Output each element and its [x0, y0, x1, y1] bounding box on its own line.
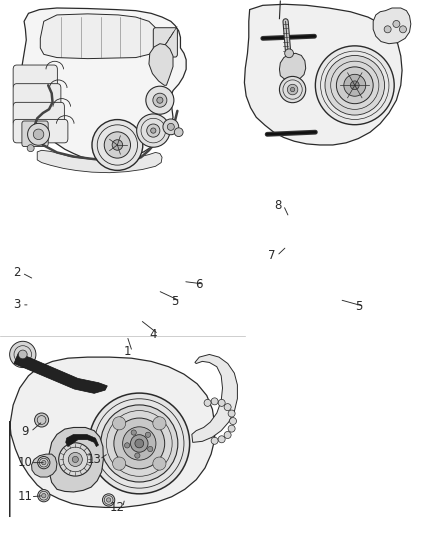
- Ellipse shape: [393, 20, 400, 28]
- Polygon shape: [37, 150, 162, 173]
- Text: 10: 10: [18, 456, 33, 469]
- Text: 5: 5: [356, 300, 363, 313]
- Ellipse shape: [124, 443, 130, 448]
- Text: 11: 11: [18, 490, 33, 503]
- FancyBboxPatch shape: [13, 65, 57, 90]
- FancyBboxPatch shape: [22, 121, 48, 147]
- Ellipse shape: [290, 87, 295, 92]
- Polygon shape: [244, 4, 402, 145]
- Ellipse shape: [135, 439, 144, 448]
- Ellipse shape: [145, 432, 151, 438]
- Ellipse shape: [287, 84, 298, 95]
- Text: 12: 12: [110, 501, 125, 514]
- Ellipse shape: [38, 456, 50, 469]
- Ellipse shape: [279, 76, 306, 103]
- Ellipse shape: [113, 457, 126, 470]
- Polygon shape: [192, 354, 237, 442]
- Ellipse shape: [325, 55, 385, 115]
- Ellipse shape: [147, 124, 160, 137]
- Ellipse shape: [153, 93, 167, 107]
- Polygon shape: [279, 53, 306, 81]
- Ellipse shape: [27, 144, 34, 152]
- Ellipse shape: [38, 489, 50, 502]
- Ellipse shape: [131, 430, 136, 435]
- Ellipse shape: [399, 26, 406, 33]
- Ellipse shape: [42, 461, 46, 465]
- Ellipse shape: [350, 81, 359, 90]
- Ellipse shape: [59, 443, 92, 476]
- Ellipse shape: [151, 128, 156, 133]
- Ellipse shape: [106, 498, 111, 502]
- Ellipse shape: [33, 129, 44, 140]
- FancyBboxPatch shape: [13, 119, 68, 143]
- Ellipse shape: [42, 494, 46, 498]
- Ellipse shape: [28, 123, 49, 146]
- FancyBboxPatch shape: [153, 28, 177, 57]
- Ellipse shape: [384, 26, 391, 33]
- Ellipse shape: [228, 410, 235, 417]
- Polygon shape: [66, 434, 99, 447]
- Text: 4: 4: [149, 328, 157, 341]
- Polygon shape: [21, 8, 186, 160]
- Ellipse shape: [230, 417, 237, 425]
- Ellipse shape: [218, 399, 225, 406]
- Ellipse shape: [224, 432, 231, 439]
- Ellipse shape: [112, 140, 123, 150]
- Ellipse shape: [18, 350, 27, 359]
- Ellipse shape: [167, 123, 174, 131]
- Ellipse shape: [153, 457, 166, 470]
- Text: 2: 2: [13, 266, 21, 279]
- Text: 6: 6: [195, 278, 203, 290]
- Ellipse shape: [174, 128, 183, 136]
- Text: 5: 5: [172, 295, 179, 308]
- Ellipse shape: [123, 427, 156, 460]
- Polygon shape: [10, 357, 215, 517]
- Polygon shape: [40, 14, 158, 59]
- Polygon shape: [149, 44, 173, 85]
- Polygon shape: [49, 427, 103, 492]
- Ellipse shape: [113, 417, 126, 430]
- Polygon shape: [373, 8, 411, 44]
- Text: 3: 3: [13, 298, 20, 311]
- Ellipse shape: [211, 437, 218, 445]
- Text: 1: 1: [123, 345, 131, 358]
- Ellipse shape: [285, 49, 293, 58]
- Ellipse shape: [35, 413, 49, 427]
- Polygon shape: [14, 353, 107, 393]
- Ellipse shape: [104, 132, 131, 158]
- Ellipse shape: [89, 393, 190, 494]
- Ellipse shape: [157, 97, 163, 103]
- Ellipse shape: [146, 86, 174, 114]
- Text: 9: 9: [21, 425, 29, 438]
- Ellipse shape: [114, 418, 165, 469]
- Ellipse shape: [131, 435, 148, 452]
- FancyBboxPatch shape: [13, 102, 64, 126]
- Ellipse shape: [204, 399, 211, 406]
- Ellipse shape: [336, 67, 373, 104]
- Ellipse shape: [102, 494, 115, 506]
- Ellipse shape: [344, 74, 366, 96]
- Ellipse shape: [137, 114, 170, 147]
- Ellipse shape: [68, 453, 82, 466]
- Ellipse shape: [211, 398, 218, 405]
- Polygon shape: [32, 454, 57, 477]
- Ellipse shape: [224, 403, 231, 410]
- Ellipse shape: [315, 46, 394, 125]
- Ellipse shape: [228, 425, 235, 432]
- Ellipse shape: [92, 119, 143, 171]
- Ellipse shape: [163, 119, 179, 135]
- Text: 13: 13: [87, 453, 102, 466]
- Ellipse shape: [72, 456, 78, 463]
- Ellipse shape: [135, 453, 140, 458]
- Ellipse shape: [218, 436, 225, 443]
- FancyBboxPatch shape: [13, 84, 61, 108]
- Ellipse shape: [148, 447, 153, 451]
- Ellipse shape: [101, 405, 178, 482]
- Ellipse shape: [10, 341, 36, 368]
- Text: 7: 7: [268, 249, 276, 262]
- Ellipse shape: [153, 417, 166, 430]
- Text: 8: 8: [275, 199, 282, 212]
